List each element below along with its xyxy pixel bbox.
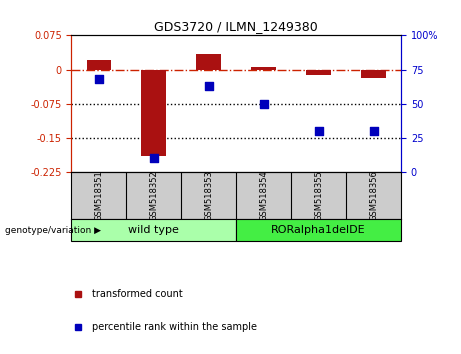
Text: GSM518354: GSM518354: [259, 170, 268, 221]
Text: percentile rank within the sample: percentile rank within the sample: [92, 322, 257, 332]
Text: genotype/variation ▶: genotype/variation ▶: [5, 225, 100, 235]
Bar: [87, 61, 111, 70]
Point: [205, 83, 213, 89]
Text: transformed count: transformed count: [92, 289, 183, 299]
Text: wild type: wild type: [129, 225, 179, 235]
Bar: [306, 70, 331, 75]
Bar: [196, 53, 221, 70]
Bar: [142, 70, 166, 156]
Point: [150, 155, 158, 161]
Point: [95, 76, 103, 82]
Point: [260, 101, 267, 107]
Bar: [236, 219, 401, 241]
Bar: [251, 67, 276, 70]
Text: GSM518356: GSM518356: [369, 170, 378, 221]
Text: GSM518351: GSM518351: [95, 170, 103, 221]
Bar: [71, 219, 236, 241]
Title: GDS3720 / ILMN_1249380: GDS3720 / ILMN_1249380: [154, 20, 318, 33]
Point: [315, 128, 322, 134]
Text: GSM518353: GSM518353: [204, 170, 213, 221]
Text: GSM518355: GSM518355: [314, 170, 323, 221]
Point: [370, 128, 377, 134]
Bar: [361, 70, 386, 78]
Text: RORalpha1delDE: RORalpha1delDE: [272, 225, 366, 235]
Text: GSM518352: GSM518352: [149, 170, 159, 221]
